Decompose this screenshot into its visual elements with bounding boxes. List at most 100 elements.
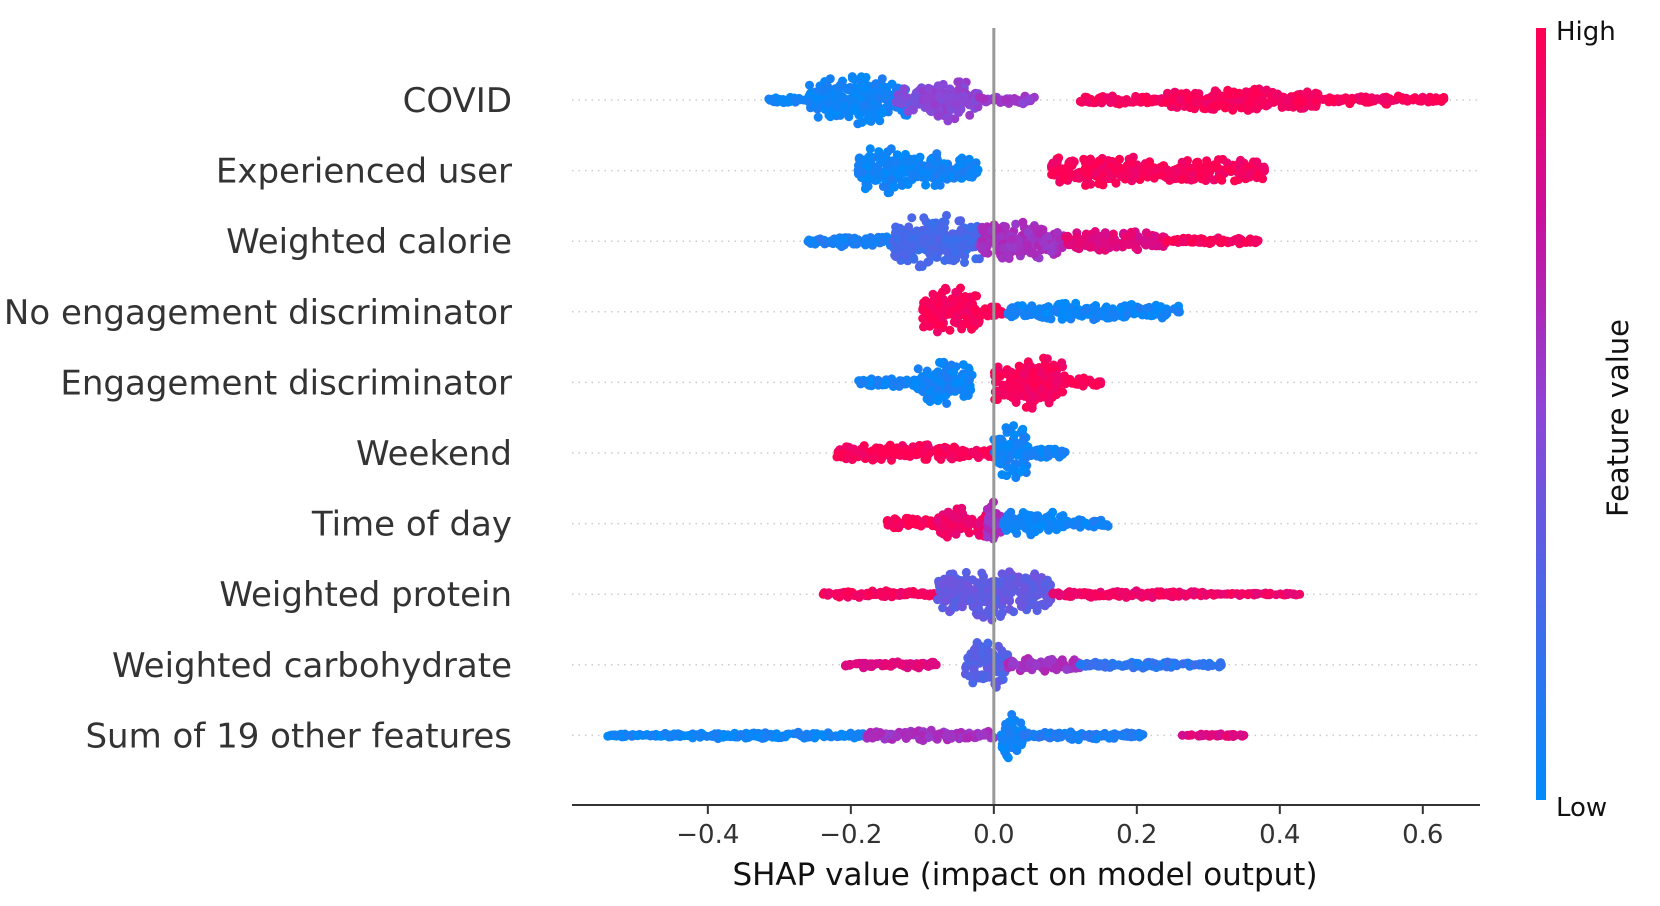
shap-point bbox=[889, 182, 899, 192]
shap-point bbox=[1038, 238, 1048, 247]
shap-point bbox=[874, 590, 884, 600]
shap-point bbox=[1029, 391, 1039, 401]
feature-points bbox=[840, 638, 1226, 692]
shap-point bbox=[908, 105, 918, 115]
shap-point bbox=[904, 222, 914, 232]
shap-point bbox=[1408, 94, 1418, 104]
shap-point bbox=[954, 216, 964, 226]
shap-point bbox=[1021, 309, 1030, 319]
shap-point bbox=[1116, 589, 1126, 599]
shap-point bbox=[1083, 97, 1092, 106]
shap-point bbox=[967, 652, 977, 662]
shap-point bbox=[891, 517, 901, 527]
shap-point bbox=[928, 297, 938, 307]
shap-point bbox=[937, 163, 947, 173]
shap-point bbox=[1063, 307, 1073, 317]
shap-point bbox=[1001, 95, 1011, 105]
shap-point bbox=[1088, 517, 1098, 527]
shap-point bbox=[957, 503, 967, 513]
shap-point bbox=[1148, 94, 1158, 104]
shap-point bbox=[793, 729, 803, 739]
shap-point bbox=[983, 646, 993, 656]
shap-point bbox=[1189, 660, 1199, 670]
shap-point bbox=[1062, 665, 1072, 674]
shap-point bbox=[1294, 93, 1304, 103]
shap-point bbox=[933, 81, 943, 91]
feature-points bbox=[764, 72, 1449, 129]
shap-point bbox=[888, 165, 898, 175]
shap-point bbox=[837, 729, 846, 739]
shap-point bbox=[994, 663, 1004, 673]
shap-point bbox=[952, 315, 962, 325]
shap-point bbox=[1043, 372, 1053, 382]
shap-point bbox=[1397, 93, 1407, 103]
shap-point bbox=[953, 85, 963, 95]
shap-point bbox=[829, 92, 839, 102]
shap-point bbox=[930, 100, 940, 109]
shap-point bbox=[1016, 602, 1026, 611]
shap-point bbox=[1121, 232, 1131, 242]
shap-point bbox=[1164, 173, 1174, 183]
shap-point bbox=[1027, 403, 1037, 413]
shap-point bbox=[817, 730, 827, 740]
shap-point bbox=[877, 107, 887, 117]
shap-point bbox=[960, 258, 969, 267]
shap-point bbox=[838, 234, 848, 243]
shap-point bbox=[1252, 89, 1262, 99]
shap-point bbox=[1027, 301, 1037, 311]
shap-point bbox=[956, 225, 966, 235]
shap-point bbox=[836, 80, 846, 90]
shap-point bbox=[1001, 222, 1011, 232]
shap-point bbox=[1104, 590, 1114, 600]
shap-point bbox=[1048, 507, 1058, 517]
shap-point bbox=[913, 364, 923, 374]
shap-point bbox=[1134, 590, 1144, 600]
shap-point bbox=[954, 295, 963, 305]
shap-point bbox=[746, 730, 756, 740]
shap-point bbox=[867, 446, 877, 456]
shap-point bbox=[925, 377, 935, 387]
shap-point bbox=[902, 588, 912, 598]
shap-point bbox=[900, 242, 910, 251]
shap-point bbox=[903, 449, 913, 459]
shap-point bbox=[950, 98, 960, 108]
shap-point bbox=[1082, 376, 1092, 386]
shap-point bbox=[924, 591, 934, 601]
feature-points bbox=[882, 497, 1113, 544]
shap-point bbox=[833, 590, 843, 600]
shap-point bbox=[1080, 518, 1090, 528]
shap-point bbox=[1047, 244, 1056, 254]
shap-point bbox=[1029, 249, 1039, 259]
shap-point bbox=[969, 167, 979, 177]
shap-point bbox=[946, 521, 956, 530]
shap-point bbox=[862, 115, 872, 125]
shap-point bbox=[934, 90, 944, 100]
shap-point bbox=[854, 729, 863, 739]
shap-point bbox=[915, 152, 925, 162]
shap-point bbox=[1436, 94, 1446, 104]
shap-point bbox=[1146, 591, 1156, 601]
shap-point bbox=[1151, 300, 1161, 310]
shap-point bbox=[914, 659, 924, 669]
shap-point bbox=[1163, 657, 1173, 667]
shap-point bbox=[925, 249, 935, 259]
shap-point bbox=[940, 217, 950, 227]
shap-point bbox=[891, 158, 901, 168]
shap-point bbox=[773, 731, 783, 741]
shap-point bbox=[1062, 233, 1072, 243]
shap-point bbox=[1029, 571, 1039, 581]
shap-point bbox=[925, 393, 935, 403]
shap-point bbox=[864, 659, 874, 669]
shap-point bbox=[953, 77, 963, 87]
shap-point bbox=[1236, 103, 1246, 113]
shap-point bbox=[932, 170, 941, 180]
shap-point bbox=[1327, 95, 1337, 105]
shap-point bbox=[969, 664, 979, 674]
shap-point bbox=[823, 588, 833, 598]
shap-point bbox=[815, 234, 825, 244]
shap-point bbox=[811, 94, 821, 104]
shap-point bbox=[765, 95, 775, 105]
shap-point bbox=[1142, 303, 1152, 313]
shap-point bbox=[909, 518, 919, 528]
shap-point bbox=[825, 74, 835, 84]
